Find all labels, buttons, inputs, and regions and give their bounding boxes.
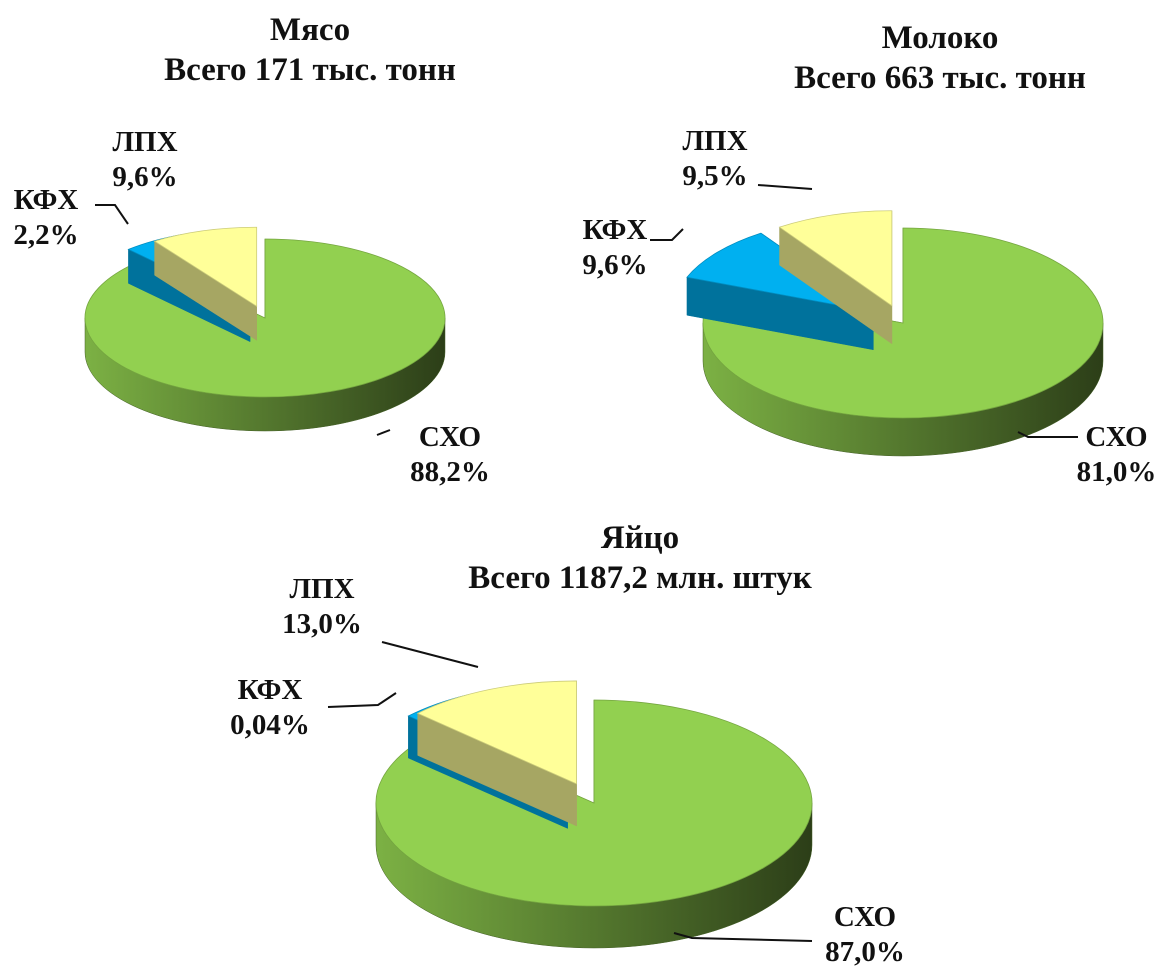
pie-chart-meat-svg bbox=[84, 204, 446, 436]
chart-subtitle: Всего 663 тыс. тонн bbox=[794, 60, 1086, 96]
pie-chart-milk: Молоко Всего 663 тыс. тонн ЛПХ 9,5% КФХ … bbox=[582, 0, 1173, 500]
leader-line-lph bbox=[381, 641, 479, 668]
chart-title: Молоко Всего 663 тыс. тонн bbox=[730, 18, 1150, 98]
pie-slice-top bbox=[375, 699, 813, 907]
leader-line-sho bbox=[1017, 431, 1078, 438]
leader-line-lph bbox=[757, 184, 813, 190]
data-label-name: КФХ bbox=[582, 214, 648, 246]
data-label-name: КФХ bbox=[237, 674, 303, 706]
pie-slice-top bbox=[702, 227, 1104, 419]
data-label-name: КФХ bbox=[13, 184, 79, 216]
chart-title: Мясо Всего 171 тыс. тонн bbox=[105, 10, 515, 90]
pie-slice-top bbox=[153, 226, 258, 307]
data-label-name: СХО bbox=[418, 421, 482, 453]
chart-subtitle: Всего 1187,2 млн. штук bbox=[468, 560, 812, 596]
leader-line-sho bbox=[376, 429, 391, 436]
chart-title-main: Яйцо bbox=[600, 520, 680, 556]
leader-line-kfh bbox=[327, 692, 397, 708]
chart-title-main: Молоко bbox=[881, 20, 999, 56]
pie-slice-top bbox=[778, 210, 893, 307]
pie-chart-eggs: Яйцо Всего 1187,2 млн. штук ЛПХ 13,0% КФ… bbox=[200, 500, 1000, 975]
leader-line-kfh bbox=[650, 228, 684, 241]
data-label-kfh: КФХ 9,6% bbox=[560, 213, 670, 283]
leader-line-sho bbox=[673, 932, 813, 942]
data-label-value: 9,5% bbox=[682, 160, 748, 192]
data-label-value: 13,0% bbox=[282, 608, 362, 640]
data-label-kfh: КФХ 0,04% bbox=[210, 673, 330, 743]
data-label-name: ЛПХ bbox=[289, 573, 355, 605]
data-label-name: ЛПХ bbox=[112, 126, 178, 158]
data-label-value: 9,6% bbox=[112, 161, 178, 193]
pie-slice-lph bbox=[778, 210, 893, 345]
data-label-kfh: КФХ 2,2% bbox=[0, 183, 92, 253]
pie-slice-top bbox=[416, 680, 577, 785]
data-label-value: 87,0% bbox=[825, 936, 905, 968]
chart-title: Яйцо Всего 1187,2 млн. штук bbox=[410, 518, 870, 598]
data-label-sho: СХО 81,0% bbox=[1060, 420, 1173, 490]
data-label-name: СХО bbox=[1085, 421, 1148, 453]
data-label-value: 2,2% bbox=[13, 219, 79, 251]
chart-title-main: Мясо bbox=[269, 12, 351, 48]
pie-chart-meat: Мясо Всего 171 тыс. тонн ЛПХ 9,6% КФХ 2,… bbox=[0, 0, 590, 500]
pie-chart-milk-svg bbox=[650, 184, 1104, 457]
data-label-value: 81,0% bbox=[1076, 456, 1157, 488]
data-label-value: 88,2% bbox=[410, 456, 490, 488]
chart-subtitle: Всего 171 тыс. тонн bbox=[164, 52, 456, 88]
data-label-sho: СХО 88,2% bbox=[390, 420, 510, 490]
leader-line-kfh bbox=[95, 204, 129, 225]
data-label-lph: ЛПХ 9,5% bbox=[665, 124, 765, 194]
data-label-lph: ЛПХ 9,6% bbox=[95, 125, 195, 195]
data-label-sho: СХО 87,0% bbox=[810, 900, 920, 970]
data-label-value: 9,6% bbox=[582, 249, 648, 281]
pie-slice-lph bbox=[416, 680, 577, 827]
data-label-value: 0,04% bbox=[230, 709, 310, 741]
pie-chart-eggs-svg bbox=[327, 641, 813, 949]
data-label-lph: ЛПХ 13,0% bbox=[262, 572, 382, 642]
data-label-name: ЛПХ bbox=[682, 125, 748, 157]
data-label-name: СХО bbox=[833, 901, 897, 933]
pie-slice-lph bbox=[153, 226, 258, 341]
